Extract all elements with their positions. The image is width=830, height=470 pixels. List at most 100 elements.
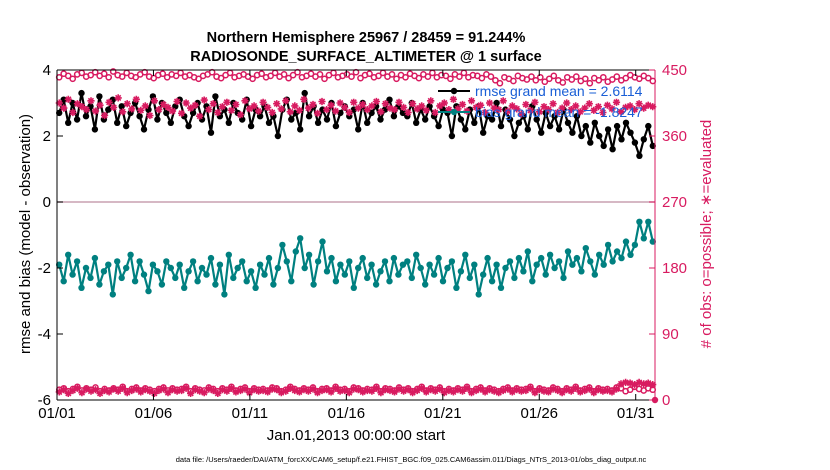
data-point [182,384,190,392]
data-point [427,97,435,105]
data-point [200,96,208,104]
data-point [289,71,297,79]
data-point [172,274,179,282]
chart-subtitle: RADIOSONDE_SURFACE_ALTIMETER @ 1 surface [190,49,541,65]
data-point [649,381,657,389]
data-point [185,122,192,130]
series-line-1 [58,220,654,296]
data-point [109,68,117,75]
data-point [508,102,516,110]
data-point [168,107,177,115]
chart-title: Northern Hemisphere 25967 / 28459 = 91.2… [207,30,526,46]
data-point [517,110,525,118]
data-point [603,101,611,109]
data-point [506,258,514,265]
x-axis-label: Jan.01,2013 00:00:00 start [267,427,446,444]
data-point [508,388,516,396]
data-point [310,281,317,288]
data-point [265,254,273,262]
data-point [529,278,536,285]
data-point [78,89,85,97]
data-point [109,96,117,103]
data-point [159,70,167,78]
data-point [538,254,545,262]
data-point [146,111,154,120]
data-point [119,384,127,392]
data-point [477,385,485,393]
data-point [73,384,81,392]
data-point [618,254,625,262]
data-point [319,238,326,245]
data-point [472,103,480,111]
data-point [96,281,103,288]
data-point [563,386,571,394]
data-point [350,284,357,291]
data-point [255,107,263,115]
data-point [626,386,634,394]
data-point [110,385,118,393]
data-point [65,251,72,258]
data-point [73,100,81,108]
data-point [366,70,373,78]
data-point [250,386,258,394]
data-point [178,386,186,395]
data-point [191,386,199,394]
data-point [163,109,170,117]
x-tick-label: 01/06 [135,405,173,422]
data-point [313,109,322,117]
data-point [538,129,545,136]
data-point [56,261,63,268]
data-point [457,268,465,275]
data-point [119,108,127,116]
data-point [316,71,324,78]
data-point [332,107,340,115]
data-point [533,116,540,123]
data-point [300,386,308,394]
data-point [511,132,518,140]
data-point [256,261,264,268]
data-point [413,386,421,395]
data-point [390,254,398,262]
data-point [386,104,394,112]
data-point [158,281,166,288]
data-point [564,119,572,127]
data-point [377,116,384,123]
data-point [82,385,90,393]
data-point [617,380,625,388]
data-point [600,142,607,150]
data-point [159,385,168,393]
data-point [282,97,290,105]
data-point [118,73,126,80]
data-point [569,261,576,268]
y-right-tick-label: 0 [662,392,670,409]
data-point [258,70,265,78]
data-point [341,386,349,395]
data-point [323,116,331,123]
data-point [377,389,385,397]
series-group [55,68,659,404]
data-point [154,268,161,275]
data-point [581,104,589,112]
data-point [305,113,313,120]
data-point [504,385,512,393]
data-point [295,388,303,396]
data-point [541,78,549,86]
data-point [236,111,245,119]
data-point [388,71,396,78]
data-point [226,69,234,77]
data-point [232,100,240,109]
data-point [110,103,118,111]
y-right-tick-label: 450 [662,62,687,79]
data-point [390,388,399,396]
data-point [622,238,630,245]
data-point [292,248,299,255]
data-point [291,102,299,110]
data-point [467,389,476,397]
data-point [223,98,231,106]
x-tick-label: 01/31 [617,405,655,422]
data-point [490,104,498,112]
data-point [359,254,366,262]
data-point [82,106,90,114]
data-point [345,108,353,117]
data-point [286,108,294,116]
